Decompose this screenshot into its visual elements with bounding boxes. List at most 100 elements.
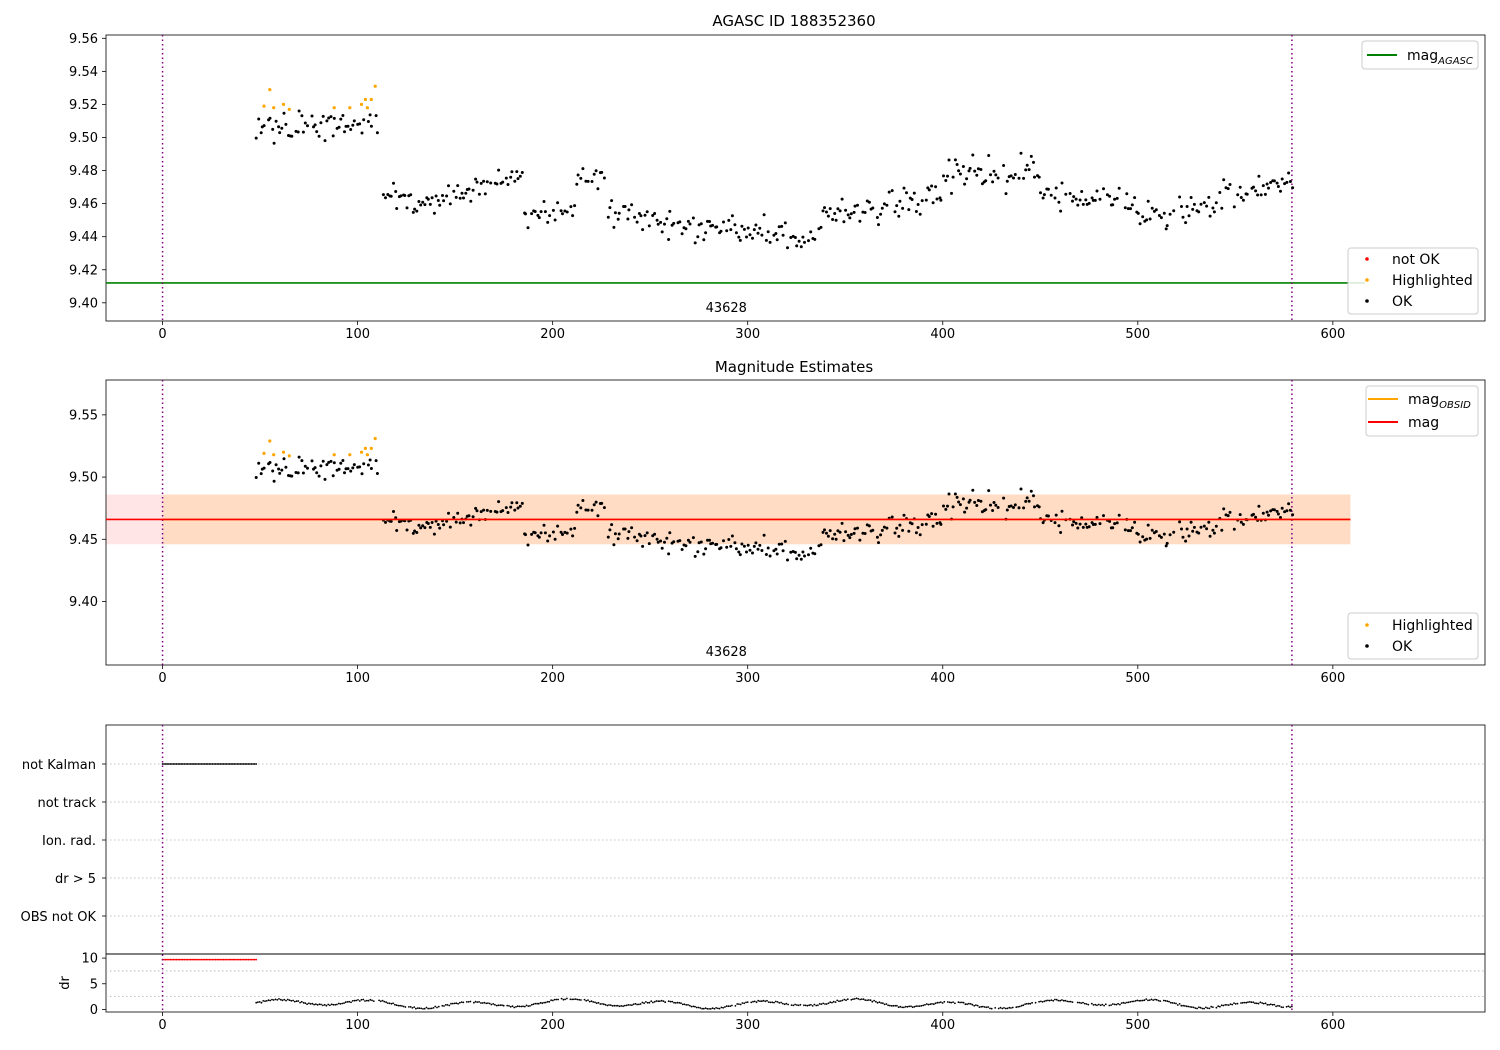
ok-point: [626, 217, 630, 221]
dr-point: [892, 1004, 895, 1007]
ok-point: [339, 461, 343, 465]
ok-point: [1164, 227, 1168, 231]
ok-point: [746, 543, 750, 547]
dr-point: [855, 997, 858, 1000]
dr-point: [1038, 1000, 1040, 1003]
dr-point: [938, 1001, 940, 1004]
dr-point: [871, 1000, 874, 1003]
flag-point: [174, 763, 176, 765]
ok-point: [1074, 521, 1078, 525]
dr-point: [643, 1002, 645, 1005]
ok-point: [268, 461, 272, 464]
ok-point: [259, 472, 263, 476]
ok-point: [1053, 196, 1057, 200]
flag-point: [203, 763, 206, 765]
flag-point: [250, 763, 253, 765]
dr-point: [255, 1001, 258, 1004]
dr-point: [971, 1003, 974, 1006]
ok-point: [890, 515, 894, 519]
ok-point: [729, 544, 733, 548]
dr-point: [606, 1004, 609, 1007]
dr-point: [1206, 1007, 1209, 1009]
ok-point: [991, 180, 995, 184]
ok-point: [1025, 163, 1029, 167]
dr-point: [1145, 998, 1148, 1000]
agasc-xtick-label: 600: [1320, 327, 1345, 342]
dr-point: [378, 999, 380, 1002]
dr-point: [1147, 999, 1149, 1002]
dr-point: [759, 1000, 761, 1003]
ok-point: [474, 506, 478, 510]
ok-point: [452, 189, 456, 193]
flag-point: [233, 763, 236, 765]
dr-point: [506, 1004, 509, 1007]
dr-point: [585, 999, 588, 1002]
dr-point: [1241, 1001, 1244, 1004]
ok-point: [423, 203, 427, 207]
ok-point: [1285, 509, 1289, 513]
ok-point: [693, 241, 697, 245]
ok-point: [1181, 535, 1185, 539]
dr-point: [1178, 1003, 1181, 1005]
dr-point: [1210, 1005, 1213, 1008]
ok-point: [426, 197, 430, 201]
dr-point: [1015, 1006, 1018, 1009]
ok-point: [1265, 182, 1269, 186]
dr-point: [576, 998, 579, 1001]
ok-point: [898, 199, 902, 203]
dr-point: [999, 1006, 1002, 1009]
ok-point: [1113, 197, 1117, 201]
dr-point: [487, 1002, 489, 1004]
ok-point: [460, 191, 464, 195]
dr-point: [1090, 1002, 1093, 1005]
ok-point: [961, 165, 965, 168]
ok-point: [575, 182, 579, 186]
dr-point: [560, 997, 563, 1000]
ok-point: [1111, 203, 1115, 207]
ok-point: [733, 541, 737, 545]
agasc-xtick-label: 0: [158, 327, 166, 342]
ok-point: [1019, 151, 1023, 155]
agasc-ytick-label: 9.42: [69, 263, 98, 278]
ok-point: [890, 189, 894, 193]
flag-point: [224, 763, 226, 765]
ok-point: [337, 467, 341, 471]
ok-point: [1157, 534, 1161, 538]
ok-point: [893, 210, 897, 214]
flag-point: [230, 763, 233, 765]
ok-point: [696, 550, 700, 554]
ok-point: [766, 230, 770, 234]
ok-point: [1041, 521, 1045, 525]
ok-point: [916, 203, 920, 206]
dr-point: [339, 1003, 342, 1005]
dr-point: [997, 1007, 1000, 1010]
dr-over-limit-point: [183, 958, 186, 961]
ok-point: [272, 479, 276, 483]
ok-point: [684, 544, 688, 548]
ok-point: [543, 210, 547, 214]
ok-point: [871, 206, 875, 210]
ok-point: [312, 125, 315, 129]
ok-point: [448, 202, 452, 206]
dr-point: [724, 1006, 726, 1008]
ok-point: [277, 467, 281, 471]
dr-point: [304, 1002, 307, 1005]
dr-point: [946, 1001, 949, 1003]
ok-point: [879, 533, 883, 537]
ok-point: [799, 245, 803, 249]
ok-point: [1285, 180, 1289, 184]
ok-point: [1276, 185, 1280, 188]
dr-point: [745, 1001, 747, 1004]
ok-point: [910, 198, 914, 201]
ok-point: [745, 235, 748, 239]
ok-point: [1093, 522, 1097, 526]
dr-over-limit-point: [206, 958, 209, 961]
ok-point: [745, 550, 748, 554]
ok-point: [722, 539, 725, 543]
dr-over-limit-point: [171, 958, 173, 961]
dr-point: [276, 999, 279, 1001]
ok-point: [1013, 173, 1017, 176]
dr-over-limit-point: [239, 958, 242, 961]
ok-point: [1157, 214, 1161, 217]
